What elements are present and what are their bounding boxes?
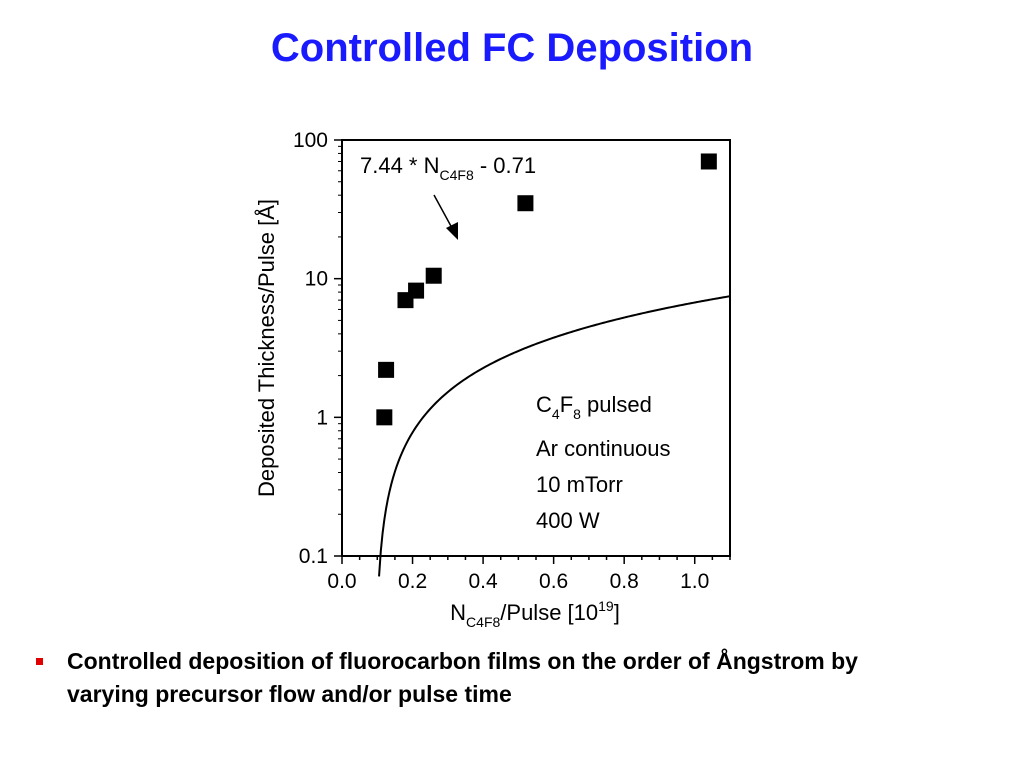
- data-point: [517, 195, 534, 212]
- x-tick-label: 1.0: [680, 570, 709, 593]
- y-tick-label: 100: [293, 129, 328, 152]
- bullet-item: Controlled deposition of fluorocarbon fi…: [30, 645, 930, 711]
- slide-title: Controlled FC Deposition: [270, 26, 754, 70]
- data-markers: [376, 153, 717, 426]
- annotation-line: C4F8 pulsed: [536, 392, 652, 422]
- x-axis-label: NC4F8/Pulse [1019]: [450, 598, 620, 630]
- y-tick-label: 0.1: [299, 545, 328, 568]
- bullet-text: Controlled deposition of fluorocarbon fi…: [67, 648, 858, 707]
- x-tick-label: 0.2: [398, 570, 427, 593]
- square-bullet-icon: [36, 658, 43, 665]
- annotation-line: Ar continuous: [536, 436, 671, 461]
- conditions-annotation: C4F8 pulsed Ar continuous 10 mTorr 400 W: [536, 392, 671, 533]
- x-tick-label: 0.8: [610, 570, 639, 593]
- x-tick-label: 0.0: [327, 570, 356, 593]
- axes: [334, 139, 731, 564]
- data-point: [408, 282, 425, 299]
- x-tick-label: 0.6: [539, 570, 568, 593]
- annotation-line: 400 W: [536, 508, 600, 533]
- x-tick-labels: 0.0 0.2 0.4 0.6 0.8 1.0: [327, 570, 709, 593]
- fit-arrow: [433, 194, 458, 240]
- x-tick-label: 0.4: [468, 570, 498, 593]
- y-tick-label: 10: [305, 268, 328, 291]
- data-point: [378, 361, 395, 378]
- fit-label: 7.44 * NC4F8 - 0.71: [360, 153, 536, 183]
- data-point: [376, 409, 393, 426]
- y-axis-label: Deposited Thickness/Pulse [Å]: [254, 199, 279, 497]
- y-tick-label: 1: [316, 406, 328, 429]
- data-point: [425, 267, 442, 284]
- annotation-line: 10 mTorr: [536, 472, 623, 497]
- y-tick-labels: 0.1 1 10 100: [293, 129, 328, 568]
- fit-curve: [378, 295, 731, 577]
- deposition-chart: 0.0 0.2 0.4 0.6 0.8 1.0 0.1 1 10 100 NC4…: [254, 129, 731, 630]
- data-point: [700, 153, 717, 170]
